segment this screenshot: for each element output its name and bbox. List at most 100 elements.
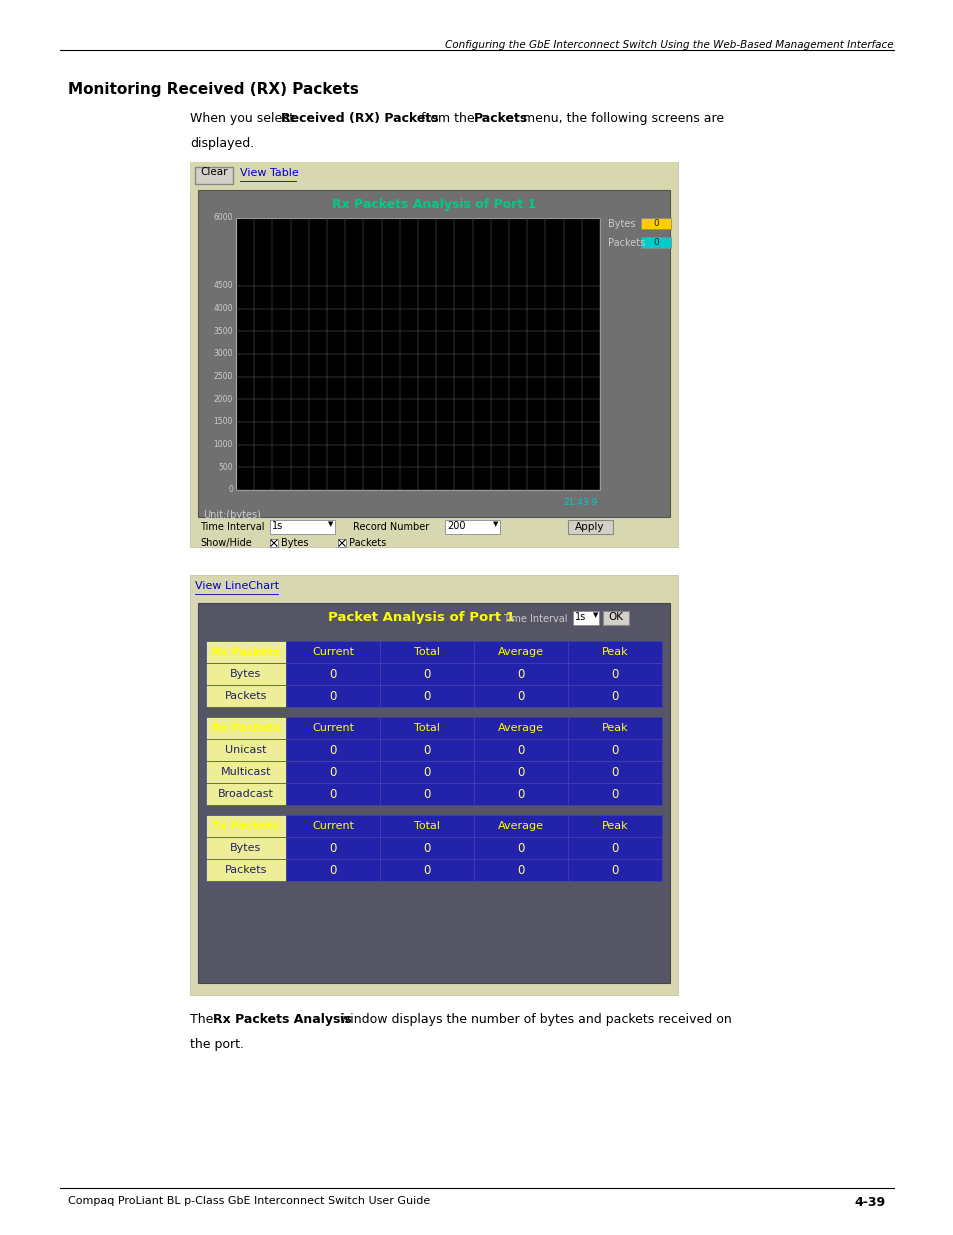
Text: Peak: Peak [601,722,628,734]
Bar [379,860,474,881]
Text: 0: 0 [653,238,659,247]
Text: 4000: 4000 [213,304,233,314]
Bar [474,837,567,860]
Bar [602,611,628,625]
Text: Packets: Packets [349,538,386,548]
Text: 0: 0 [423,863,430,877]
Text: 0: 0 [517,689,524,703]
Text: The: The [190,1013,217,1026]
Bar [198,190,669,517]
Text: 0: 0 [517,863,524,877]
Bar [206,783,286,805]
Text: Average: Average [497,821,543,831]
Text: 0: 0 [611,788,618,800]
Bar [474,663,567,685]
Bar [270,538,277,547]
Text: 0: 0 [611,743,618,757]
Bar [474,761,567,783]
Bar [286,663,379,685]
Text: 0: 0 [329,689,336,703]
Bar [286,783,379,805]
Text: Unit:(bytes): Unit:(bytes) [203,510,260,520]
Bar [474,860,567,881]
Text: the port.: the port. [190,1037,244,1051]
Bar [474,685,567,706]
Bar [206,685,286,706]
Bar [567,520,613,534]
Bar [286,641,379,663]
Text: 21:43:9: 21:43:9 [563,498,598,508]
Text: 0: 0 [329,788,336,800]
Bar [567,685,661,706]
Bar [286,815,379,837]
Text: window displays the number of bytes and packets received on: window displays the number of bytes and … [335,1013,731,1026]
Text: 0: 0 [228,485,233,494]
Text: Time Interval: Time Interval [200,522,264,532]
Bar [206,837,286,860]
Bar [206,718,286,739]
Text: Rx Packets Analysis: Rx Packets Analysis [213,1013,352,1026]
Text: Bytes: Bytes [230,844,261,853]
Bar [379,641,474,663]
Text: 3000: 3000 [213,350,233,358]
Bar [640,237,670,248]
Text: Rx Packets Analysis of Port 1: Rx Packets Analysis of Port 1 [332,198,536,211]
Text: 0: 0 [517,667,524,680]
Bar [567,761,661,783]
Text: Rx Packets: Rx Packets [212,722,280,734]
Text: Show/Hide: Show/Hide [200,538,252,548]
Text: Rx Packets: Rx Packets [212,647,280,657]
Text: 0: 0 [329,766,336,778]
Bar [206,641,286,663]
Text: Peak: Peak [601,647,628,657]
Bar [270,520,335,534]
Text: 4500: 4500 [213,282,233,290]
Text: Tx Packets: Tx Packets [213,821,279,831]
Text: 0: 0 [423,667,430,680]
Text: 0: 0 [329,863,336,877]
Text: 0: 0 [423,689,430,703]
Bar [235,219,599,490]
Text: 0: 0 [653,219,659,228]
Text: 0: 0 [611,863,618,877]
Bar [286,837,379,860]
Bar [567,663,661,685]
Bar [567,837,661,860]
Text: 0: 0 [329,743,336,757]
Text: from the: from the [416,112,477,125]
Bar [379,837,474,860]
Bar [474,641,567,663]
Bar [567,860,661,881]
Text: Current: Current [312,647,354,657]
Text: 0: 0 [329,841,336,855]
Bar [206,663,286,685]
Bar [474,783,567,805]
Text: 1s: 1s [272,521,283,531]
Bar [194,167,233,184]
Text: Total: Total [414,722,439,734]
Text: 1000: 1000 [213,440,233,450]
Bar [286,685,379,706]
Text: 500: 500 [218,463,233,472]
Text: 0: 0 [517,766,524,778]
Bar [198,603,669,983]
Bar [190,576,678,995]
Bar [206,815,661,837]
Text: Current: Current [312,722,354,734]
Bar [286,739,379,761]
Text: Packet Analysis of Port 1: Packet Analysis of Port 1 [328,611,515,624]
Text: ▼: ▼ [593,613,598,618]
Text: Multicast: Multicast [220,767,271,777]
Text: displayed.: displayed. [190,137,254,149]
Bar [474,815,567,837]
Text: OK: OK [608,613,623,622]
Bar [567,783,661,805]
Bar [567,815,661,837]
Text: 0: 0 [423,788,430,800]
Text: Broadcast: Broadcast [218,789,274,799]
Text: Current: Current [312,821,354,831]
Text: ▼: ▼ [328,521,333,527]
Text: Compaq ProLiant BL p-Class GbE Interconnect Switch User Guide: Compaq ProLiant BL p-Class GbE Interconn… [68,1195,430,1207]
Text: Packets: Packets [473,112,527,125]
Bar [190,162,678,190]
